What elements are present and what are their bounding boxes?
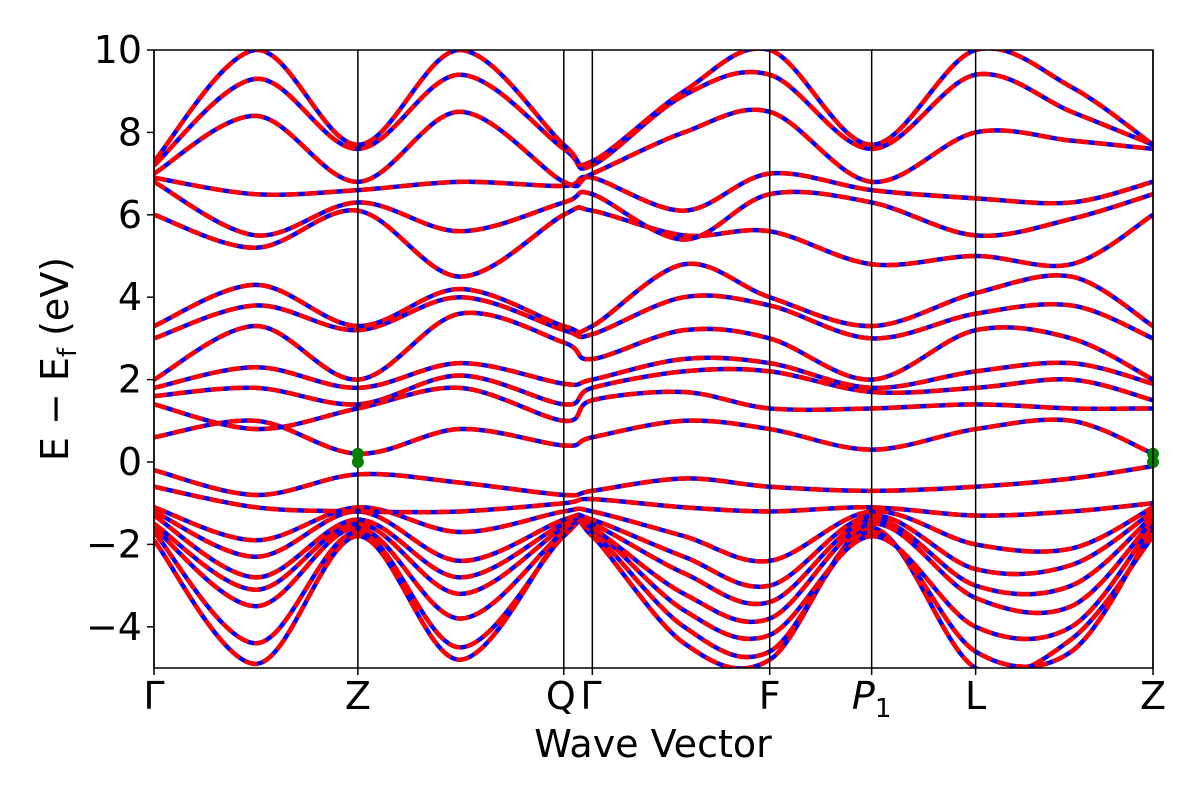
y-tick-label-5: 6 <box>118 193 142 237</box>
x-tick-label-6: L <box>965 674 986 718</box>
y-tick-label-4: 4 <box>118 275 142 319</box>
band-line-dft-21 <box>154 50 1153 168</box>
band-line-dft-19 <box>154 107 1153 189</box>
plot-frame <box>153 49 1154 669</box>
band-line-dft-15 <box>154 261 1153 335</box>
band-line-dft-0 <box>154 516 1153 668</box>
x-tick-label-2: Q <box>546 674 576 718</box>
marker-point-1 <box>351 456 364 468</box>
y-axis: −4 −2 0 2 4 6 8 10 <box>86 28 154 649</box>
band-line-dft-9 <box>154 417 1153 457</box>
x-axis: Γ Z Q Γ F P1 L Z <box>143 668 1166 724</box>
band-line-dft-20 <box>154 69 1153 171</box>
band-line-dft-4 <box>154 513 1153 607</box>
y-tick-label-6: 8 <box>118 110 142 154</box>
y-axis-title-main: E − E <box>33 357 77 461</box>
y-axis-title-unit: (eV) <box>33 257 77 348</box>
y-tick-label-2: 0 <box>118 440 142 484</box>
band-line-dft-14 <box>154 293 1153 341</box>
x-axis-title: Wave Vector <box>534 722 772 766</box>
marker-point-0 <box>351 447 364 460</box>
x-tick-label-3: Γ <box>580 674 601 718</box>
y-axis-title: E − Ef (eV) <box>33 257 83 461</box>
band-line-dft-10 <box>154 385 1153 432</box>
y-tick-label-0: −4 <box>86 605 142 649</box>
band-line-dft-12 <box>154 355 1153 391</box>
band-line-dft-7 <box>154 484 1153 518</box>
x-tick-label-7: Z <box>1140 674 1166 718</box>
bands-layer <box>154 50 1153 668</box>
band-line-model-8 <box>154 463 1153 498</box>
band-line-dft-1 <box>154 518 1153 668</box>
band-line-dft-13 <box>154 310 1153 382</box>
band-line-dft-16 <box>154 205 1153 279</box>
band-line-dft-2 <box>154 517 1153 642</box>
x-tick-label-0: Γ <box>143 674 164 718</box>
band-line-dft-3 <box>154 517 1153 625</box>
y-tick-label-1: −2 <box>86 522 142 566</box>
y-tick-label-3: 2 <box>118 358 142 402</box>
x-tick-label-4: F <box>759 674 781 718</box>
band-touching-markers <box>351 447 1159 468</box>
y-tick-label-7: 10 <box>94 28 142 72</box>
band-line-dft-11 <box>154 366 1153 407</box>
x-tick-label-1: Z <box>345 674 371 718</box>
y-axis-title-subscript: f <box>53 347 83 357</box>
x-tick-label-5: P1 <box>852 674 891 724</box>
